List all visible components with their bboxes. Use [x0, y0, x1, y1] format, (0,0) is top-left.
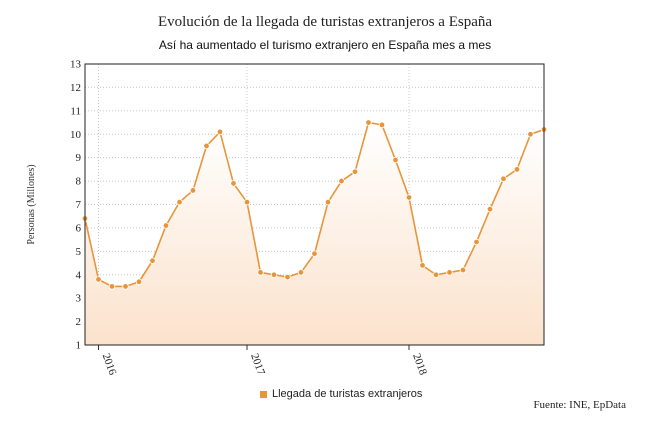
y-tick-label: 6 [76, 222, 82, 234]
data-point [311, 250, 318, 257]
data-point [473, 238, 480, 246]
data-point [135, 278, 143, 285]
data-point [351, 168, 359, 175]
y-tick-label: 12 [70, 82, 81, 94]
y-tick-label: 7 [76, 199, 82, 211]
data-point [176, 198, 183, 206]
legend-swatch-icon [260, 390, 267, 398]
x-tick-label: 2017 [248, 352, 267, 377]
y-tick-label: 4 [76, 269, 82, 281]
data-point [486, 205, 494, 213]
y-tick-label: 11 [70, 105, 81, 117]
y-axis-title: Personas (Millones) [26, 164, 37, 244]
data-point [203, 142, 210, 150]
data-point [284, 273, 291, 281]
y-tick-label: 3 [76, 293, 82, 305]
data-point [338, 177, 345, 185]
chart-subtitle: Así ha aumentado el turismo extranjero e… [158, 38, 492, 52]
source-note: Fuente: INE, EpData [533, 399, 626, 411]
data-point [446, 269, 453, 276]
data-point [459, 266, 467, 274]
x-tick-label: 2018 [410, 352, 429, 377]
series-area [85, 122, 544, 346]
data-point [257, 269, 264, 276]
legend-label: Llegada de turistas extranjeros [272, 388, 423, 400]
data-point [513, 166, 521, 173]
y-tick-label: 1 [76, 340, 82, 352]
data-point [270, 271, 278, 278]
y-tick-label: 9 [76, 152, 82, 164]
y-tick-label: 10 [70, 129, 82, 141]
data-point [527, 131, 534, 138]
data-point [432, 271, 440, 278]
data-point [230, 180, 237, 187]
data-point [365, 119, 372, 126]
data-point [122, 283, 129, 290]
data-point [378, 121, 386, 129]
data-point [216, 128, 224, 136]
data-point [419, 262, 426, 269]
data-point [162, 222, 170, 229]
data-point [392, 156, 399, 164]
y-tick-label: 5 [76, 246, 82, 258]
data-point [243, 198, 251, 206]
data-point [297, 269, 305, 276]
y-tick-label: 13 [70, 59, 82, 71]
legend-item[interactable]: Llegada de turistas extranjeros [260, 388, 422, 400]
data-point [95, 276, 102, 283]
data-point [405, 194, 413, 201]
data-point [149, 257, 156, 264]
chart-title: Evolución de la llegada de turistas extr… [157, 14, 493, 30]
plot-frame [84, 63, 545, 346]
y-tick-label: 8 [76, 176, 82, 188]
x-tick-label: 2016 [100, 352, 119, 377]
data-point [324, 198, 332, 206]
data-point [500, 175, 507, 182]
data-point [189, 187, 197, 194]
data-point [108, 283, 116, 290]
y-tick-label: 2 [76, 316, 82, 328]
